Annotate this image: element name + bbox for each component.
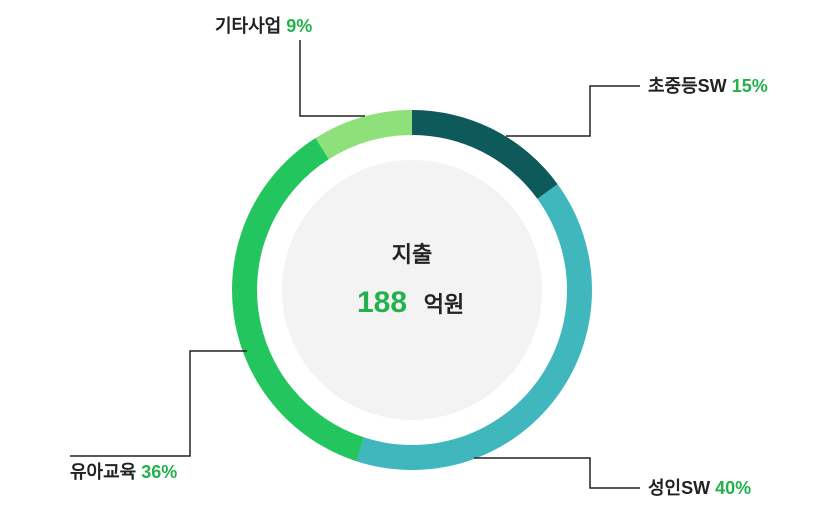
segment-label-초중등SW: 초중등SW 15% xyxy=(648,76,768,96)
segment-label-성인SW: 성인SW 40% xyxy=(648,478,751,498)
center-value: 188 xyxy=(357,286,407,319)
leader-line-성인SW xyxy=(474,458,640,488)
donut-chart: 지출 188 억원 초중등SW 15% 성인SW 40% 유아교육 36% 기타사업 9% xyxy=(0,0,824,532)
leader-line-유아교육 xyxy=(70,351,247,456)
donut-segment-기타사업 xyxy=(316,110,412,159)
segment-label-기타사업: 기타사업 9% xyxy=(215,16,312,36)
donut-center-bg xyxy=(282,160,542,420)
leader-line-기타사업 xyxy=(300,40,365,116)
segment-label-유아교육: 유아교육 36% xyxy=(70,462,177,482)
center-title: 지출 xyxy=(392,242,432,267)
leader-line-초중등SW xyxy=(506,86,640,136)
center-unit: 억원 xyxy=(424,292,464,317)
